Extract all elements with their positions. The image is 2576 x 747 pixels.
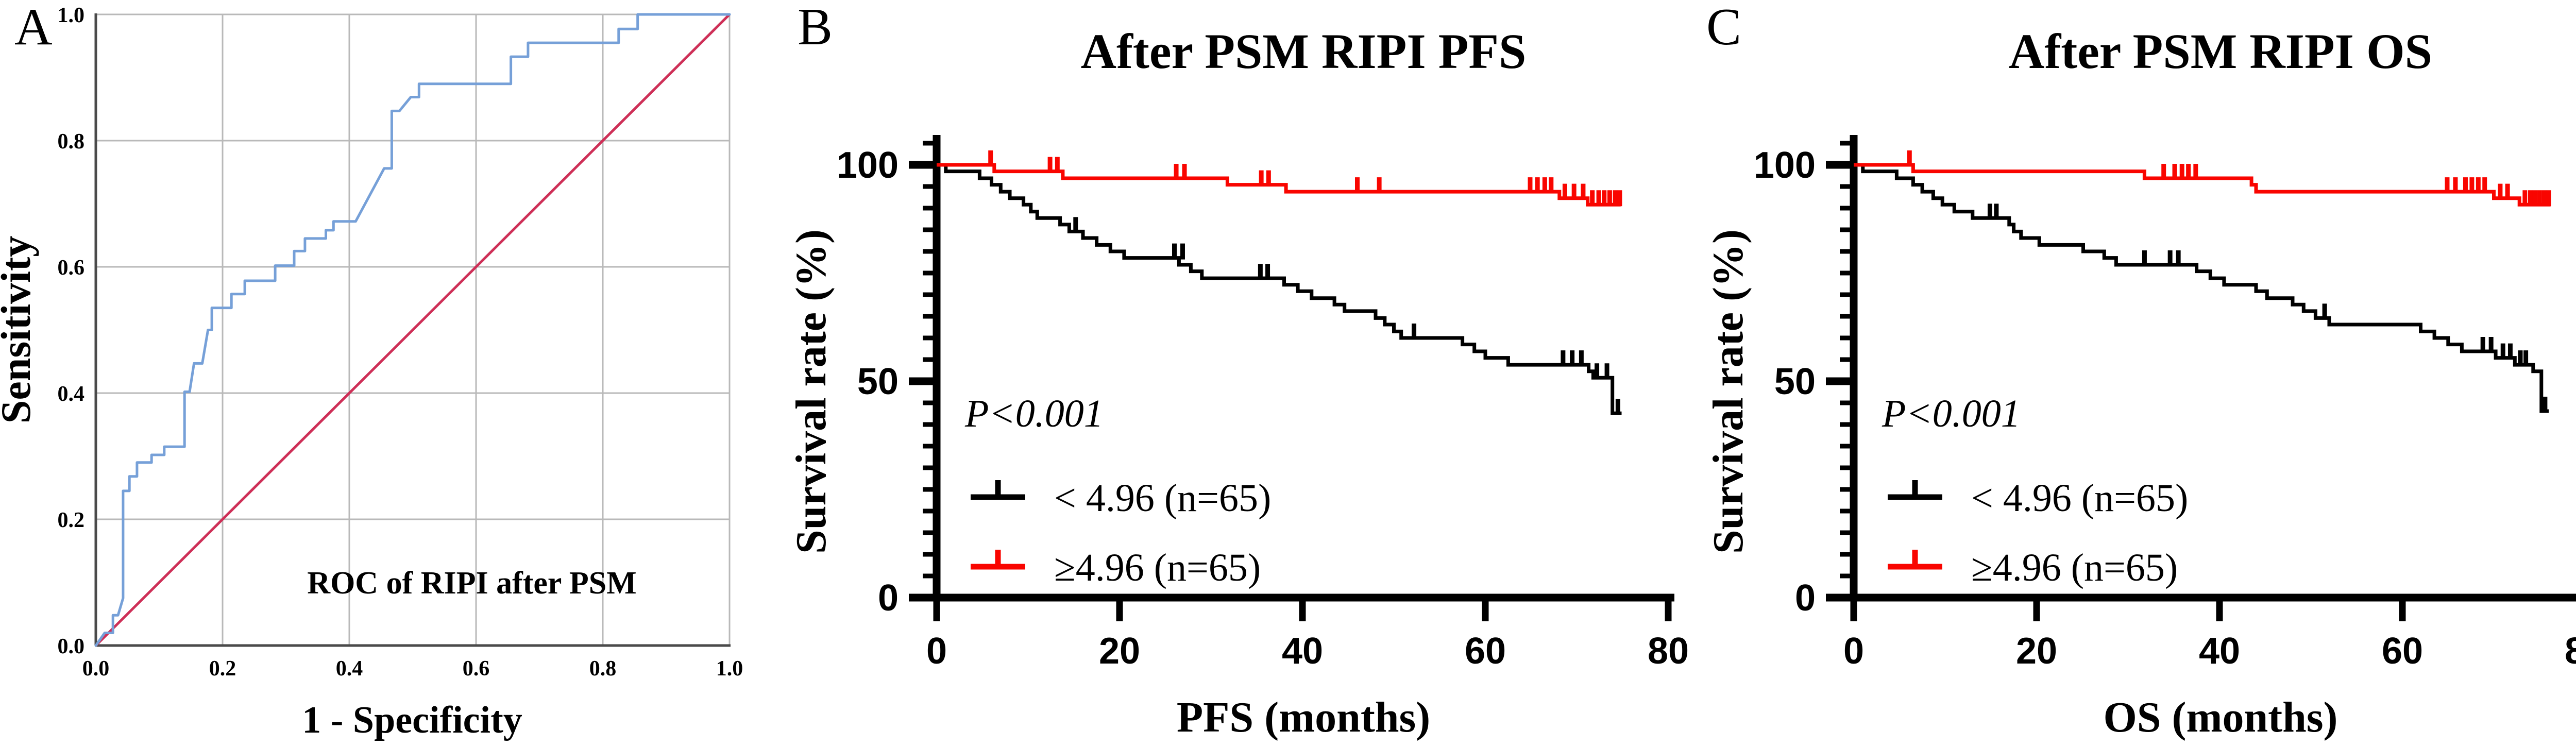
- y-axis-title: Survival rate (%): [787, 229, 835, 554]
- x-tick-label: 40: [1282, 631, 1323, 672]
- legend-label: ≥4.96 (n=65): [1054, 546, 1261, 589]
- x-axis-title: 1 - Specificity: [302, 699, 522, 741]
- y-tick-label: 0.0: [58, 635, 85, 658]
- panel-c: 0 50 100 0 20 40 60 80 After PSM RIPI OS Survival…: [1704, 24, 2576, 741]
- x-tick-label: 0: [1843, 631, 1864, 672]
- panel-b: 0 50 100 0 20 40 60 80 After PSM RIPI PFS Surviva…: [787, 24, 1689, 741]
- y-ticks: [1826, 141, 1854, 602]
- p-value-label: P<0.001: [964, 392, 1104, 435]
- y-ticks: [909, 141, 937, 602]
- km-tick-labels: 0 50 100 0 20 40 60 80: [837, 145, 1689, 672]
- x-tick-label: 20: [1099, 631, 1140, 672]
- x-axis-title: PFS (months): [1177, 693, 1430, 741]
- km-curve: [937, 163, 1622, 415]
- x-tick-label: 60: [1465, 631, 1506, 672]
- y-tick-label: 50: [1774, 361, 1816, 402]
- x-ticks: [933, 598, 1672, 621]
- legend-item-high: ≥4.96 (n=65): [1888, 546, 2178, 589]
- y-axis-title: Survival rate (%): [1704, 229, 1752, 554]
- p-value-label: P<0.001: [1882, 392, 2021, 435]
- km-tick-labels: 0 50 100 0 20 40 60 80: [1754, 145, 2576, 672]
- y-tick-label: 0.4: [58, 382, 85, 406]
- y-tick-label: 0.2: [58, 508, 85, 532]
- roc-tick-labels: 0.0 0.2 0.4 0.6 0.8 1.0 0.0 0.2 0.4 0.6 0.8 1.0: [58, 4, 743, 681]
- x-tick-label: 0.8: [589, 657, 617, 681]
- censor-ticks: [988, 150, 1622, 207]
- censor-ticks: [1907, 150, 2551, 207]
- panel-a: 0.0 0.2 0.4 0.6 0.8 1.0 0.0 0.2 0.4 0.6 0.8 1.0 Sens…: [0, 4, 743, 741]
- y-tick-label: 0.6: [58, 256, 85, 280]
- x-tick-label: 0: [926, 631, 947, 672]
- km-curve: [1854, 163, 2551, 207]
- panel-a-label: A: [14, 0, 53, 56]
- km-curve: [937, 163, 1621, 207]
- km-curve: [1854, 163, 2549, 413]
- censor-ticks: [1073, 217, 1620, 415]
- x-tick-label: 0.6: [463, 657, 490, 681]
- censor-ticks: [1987, 203, 2548, 413]
- y-tick-label: 50: [857, 361, 899, 402]
- km-series-high: [937, 150, 1622, 207]
- y-axis-title: Sensitivity: [0, 236, 39, 423]
- x-tick-label: 80: [1648, 631, 1689, 672]
- legend-item-high: ≥4.96 (n=65): [971, 546, 1261, 589]
- roc-curve: [94, 13, 731, 647]
- legend-item-low: < 4.96 (n=65): [1888, 477, 2188, 520]
- x-ticks: [1850, 598, 2406, 621]
- panel-b-label: B: [798, 0, 833, 56]
- y-tick-label: 0: [878, 578, 899, 619]
- legend-label: < 4.96 (n=65): [1054, 477, 1271, 520]
- legend-item-low: < 4.96 (n=65): [971, 477, 1271, 520]
- panel-c-label: C: [1706, 0, 1742, 56]
- chart-title: After PSM RIPI PFS: [1081, 24, 1527, 79]
- x-axis-title: OS (months): [2103, 693, 2337, 741]
- y-tick-label: 100: [1754, 145, 1816, 186]
- x-tick-label: 20: [2016, 631, 2057, 672]
- x-tick-label: 80: [2565, 631, 2576, 672]
- y-tick-label: 0: [1795, 578, 1816, 619]
- x-tick-label: 0.4: [336, 657, 363, 681]
- y-tick-label: 1.0: [58, 4, 85, 27]
- roc-inner-title: ROC of RIPI after PSM: [307, 566, 636, 601]
- chart-title: After PSM RIPI OS: [2009, 24, 2432, 79]
- x-tick-label: 0.0: [82, 657, 110, 681]
- y-tick-label: 100: [837, 145, 899, 186]
- x-tick-label: 1.0: [716, 657, 743, 681]
- legend-label: ≥4.96 (n=65): [1971, 546, 2178, 589]
- km-series-low: [1854, 163, 2549, 413]
- y-tick-label: 0.8: [58, 130, 85, 154]
- reference-line: [95, 13, 731, 647]
- legend-label: < 4.96 (n=65): [1971, 477, 2188, 520]
- km-series-low: [937, 163, 1622, 415]
- x-tick-label: 40: [2199, 631, 2240, 672]
- x-tick-label: 60: [2382, 631, 2423, 672]
- x-tick-label: 0.2: [209, 657, 236, 681]
- km-series-high: [1854, 150, 2551, 207]
